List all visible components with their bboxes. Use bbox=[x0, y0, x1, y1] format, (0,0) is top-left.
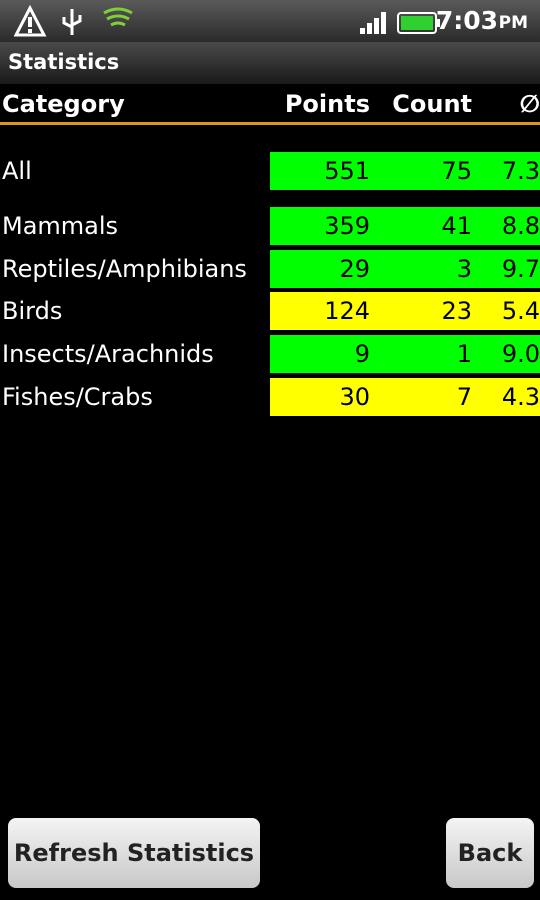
row-highlight bbox=[270, 207, 540, 245]
row-highlight bbox=[270, 335, 540, 373]
table-cell: 41 bbox=[441, 212, 472, 240]
status-icons bbox=[14, 5, 133, 37]
category-label: Mammals bbox=[2, 212, 119, 240]
header-cell: ∅ bbox=[519, 90, 540, 118]
header-cell: Category bbox=[2, 90, 125, 118]
table-cell: 9.7 bbox=[501, 255, 540, 283]
table-cell: 75 bbox=[441, 157, 472, 185]
row-highlight bbox=[270, 292, 540, 330]
header-rule bbox=[0, 122, 540, 125]
table-cell: 30 bbox=[339, 383, 370, 411]
category-label: Insects/Arachnids bbox=[2, 340, 214, 368]
row-highlight bbox=[270, 152, 540, 190]
category-label: Fishes/Crabs bbox=[2, 383, 153, 411]
table-cell: 124 bbox=[324, 297, 370, 325]
table-cell: 29 bbox=[339, 255, 370, 283]
table-cell: 359 bbox=[324, 212, 370, 240]
clock-ampm: PM bbox=[498, 13, 528, 33]
category-label: All bbox=[2, 157, 32, 185]
table-cell: 7 bbox=[456, 383, 472, 411]
category-label: Birds bbox=[2, 297, 63, 325]
table-cell: 1 bbox=[456, 340, 472, 368]
header-cell: Points bbox=[284, 90, 370, 118]
table-cell: 551 bbox=[324, 157, 370, 185]
back-button[interactable]: Back bbox=[446, 818, 534, 888]
table-cell: 8.8 bbox=[501, 212, 540, 240]
row-highlight bbox=[270, 250, 540, 288]
table-cell: 7.3 bbox=[501, 157, 540, 185]
table-cell: 4.3 bbox=[501, 383, 540, 411]
title-bar bbox=[0, 42, 540, 84]
table-cell: 3 bbox=[456, 255, 472, 283]
screen-title: Statistics bbox=[8, 50, 120, 74]
status-bar: 7:03 PM bbox=[0, 0, 540, 42]
clock: 7:03 bbox=[435, 6, 498, 35]
table-cell: 9.0 bbox=[501, 340, 540, 368]
category-label: Reptiles/Amphibians bbox=[2, 255, 247, 283]
table-cell: 5.4 bbox=[501, 297, 540, 325]
row-highlight bbox=[270, 378, 540, 416]
header-cell: Count bbox=[392, 90, 472, 118]
table-cell: 23 bbox=[441, 297, 472, 325]
refresh-button[interactable]: Refresh Statistics bbox=[8, 818, 260, 888]
table-cell: 9 bbox=[354, 340, 370, 368]
signal-battery bbox=[360, 12, 440, 34]
